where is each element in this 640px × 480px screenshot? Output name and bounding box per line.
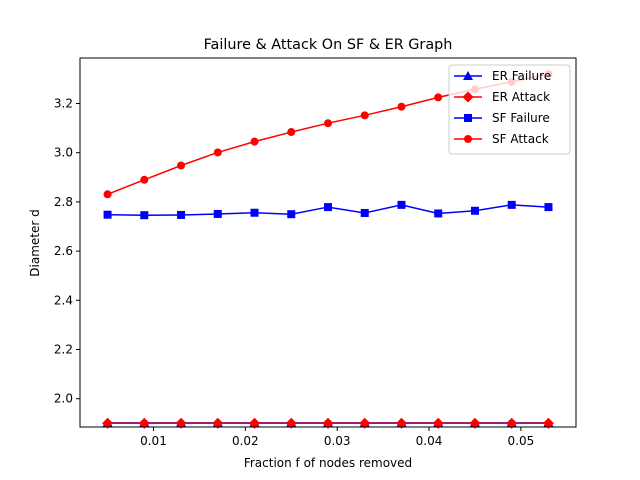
series-sf-failure	[103, 200, 553, 220]
data-point-er-attack	[138, 417, 150, 429]
axes-frame	[79, 57, 577, 428]
legend-item-sf-attack: SF Attack	[454, 132, 549, 146]
x-tick-label: 0.05	[508, 434, 535, 448]
data-point-sf-attack	[140, 175, 149, 184]
x-axis-label: Fraction f of nodes removed	[244, 456, 412, 470]
data-point-er-attack	[432, 417, 444, 429]
y-tick-label: 3.2	[54, 97, 73, 111]
data-point-sf-failure	[544, 203, 553, 212]
data-point-sf-failure	[324, 203, 332, 212]
legend-label: SF Attack	[492, 132, 549, 146]
chart-title: Failure & Attack On SF & ER Graph	[204, 37, 453, 53]
data-point-sf-attack	[397, 102, 406, 111]
data-point-sf-attack	[360, 111, 369, 120]
data-point-sf-attack	[287, 128, 296, 137]
legend-label: SF Failure	[492, 111, 550, 125]
data-point-er-attack	[285, 417, 297, 429]
y-axis-label: Diameter d	[28, 209, 42, 276]
data-point-sf-failure	[103, 210, 112, 219]
y-tick-label: 2.8	[54, 195, 73, 209]
data-point-sf-failure	[140, 211, 149, 220]
data-point-er-attack	[102, 417, 114, 429]
legend-label: ER Failure	[492, 69, 551, 83]
data-point-sf-failure	[287, 210, 296, 219]
legend-marker	[462, 91, 474, 103]
data-point-er-attack	[359, 417, 371, 429]
legend-marker	[463, 71, 473, 80]
data-point-sf-failure	[507, 200, 516, 209]
data-point-sf-failure	[250, 208, 259, 217]
data-point-er-attack	[469, 417, 481, 429]
data-point-sf-attack	[177, 161, 186, 170]
y-tick-label: 2.2	[54, 343, 73, 357]
data-point-sf-failure	[434, 209, 443, 218]
data-point-er-attack	[542, 417, 554, 429]
x-tick-label: 0.02	[232, 434, 259, 448]
x-tick-label: 0.01	[140, 434, 167, 448]
data-point-sf-attack	[103, 190, 112, 199]
data-point-sf-attack	[213, 148, 222, 157]
y-tick-label: 2.0	[54, 392, 73, 406]
legend-box	[448, 64, 571, 155]
data-point-sf-failure	[470, 206, 479, 215]
data-point-er-attack	[212, 417, 224, 429]
data-point-er-attack	[175, 417, 187, 429]
data-point-er-attack	[249, 417, 261, 429]
data-point-er-attack	[506, 417, 518, 429]
data-point-sf-failure	[397, 200, 406, 209]
data-point-sf-attack	[324, 119, 332, 128]
data-point-sf-attack	[434, 93, 443, 102]
legend-item-sf-failure: SF Failure	[454, 111, 550, 125]
x-tick-label: 0.03	[324, 434, 351, 448]
data-point-sf-failure	[213, 209, 222, 218]
legend-marker	[464, 114, 472, 122]
y-tick-label: 3.0	[54, 146, 73, 160]
axis-ticks: 0.01 0.02 0.03 0.04 0.05 2.0 2.2 2.4 2.6 2.8 3.0 3.…	[54, 97, 534, 448]
legend-item-er-failure: ER Failure	[454, 69, 551, 83]
legend-label: ER Attack	[492, 90, 550, 104]
data-point-sf-failure	[360, 208, 369, 217]
data-point-er-attack	[395, 417, 407, 429]
data-point-er-attack	[322, 417, 334, 429]
data-point-sf-attack	[250, 137, 259, 146]
y-tick-label: 2.6	[54, 244, 73, 258]
legend: ER Failure ER Attack SF Failure SF Attack	[448, 64, 571, 155]
series-er-attack	[102, 417, 554, 429]
x-tick-label: 0.04	[416, 434, 443, 448]
legend-item-er-attack: ER Attack	[454, 90, 550, 104]
data-point-sf-failure	[177, 210, 186, 219]
legend-marker	[464, 135, 472, 143]
y-tick-label: 2.4	[54, 293, 73, 307]
